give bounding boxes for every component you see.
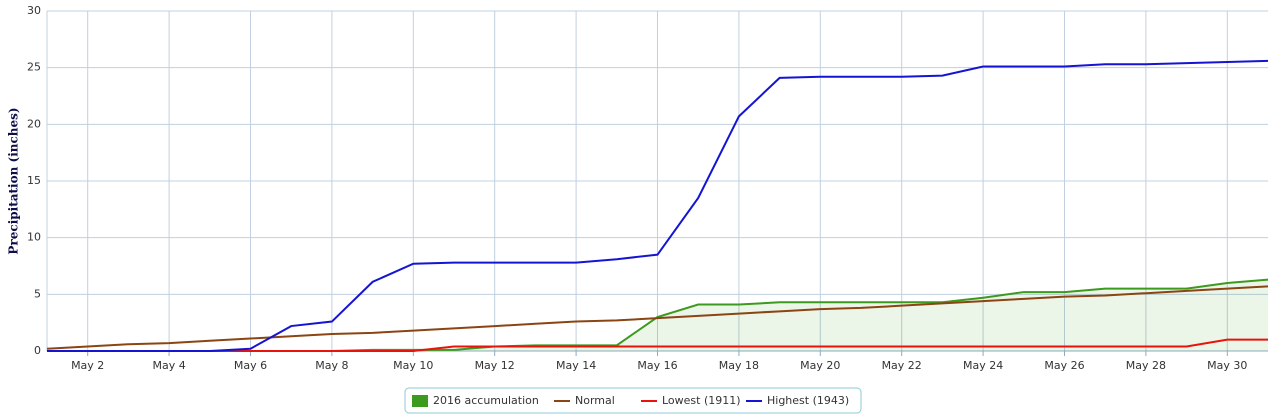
legend-box — [404, 387, 862, 414]
y-tick-label: 20 — [27, 117, 41, 130]
x-tick-label: May 16 — [637, 359, 677, 372]
series-line — [47, 338, 1268, 352]
legend-label: Highest (1943) — [767, 394, 849, 407]
x-tick-label: May 30 — [1207, 359, 1247, 372]
series-line — [47, 59, 1269, 352]
y-tick-label: 5 — [34, 287, 41, 300]
x-tick-label: May 8 — [315, 359, 348, 372]
y-axis-title: Precipitation (inches) — [7, 107, 21, 254]
legend-label: Lowest (1911) — [662, 394, 741, 407]
x-tick-label: May 14 — [556, 359, 596, 372]
x-tick-label: May 10 — [393, 359, 433, 372]
x-tick-label: May 18 — [719, 359, 759, 372]
y-tick-label: 10 — [27, 231, 41, 244]
x-tick-label: May 2 — [71, 359, 104, 372]
y-tick-label: 25 — [27, 61, 41, 74]
x-tick-label: May 22 — [882, 359, 922, 372]
legend-label: 2016 accumulation — [433, 394, 539, 407]
series-line — [46, 285, 1269, 350]
x-tick-label: May 24 — [963, 359, 1003, 372]
x-tick-label: May 4 — [152, 359, 185, 372]
area — [47, 279, 1268, 351]
legend-swatch — [412, 395, 428, 407]
x-tick-label: May 12 — [475, 359, 515, 372]
x-tick-label: May 28 — [1126, 359, 1166, 372]
y-tick-label: 0 — [34, 344, 41, 357]
y-tick-label: 30 — [27, 4, 41, 17]
x-tick-label: May 26 — [1044, 359, 1084, 372]
x-tick-label: May 20 — [800, 359, 840, 372]
x-tick-label: May 6 — [234, 359, 267, 372]
y-tick-label: 15 — [27, 174, 41, 187]
legend-label: Normal — [575, 394, 615, 407]
